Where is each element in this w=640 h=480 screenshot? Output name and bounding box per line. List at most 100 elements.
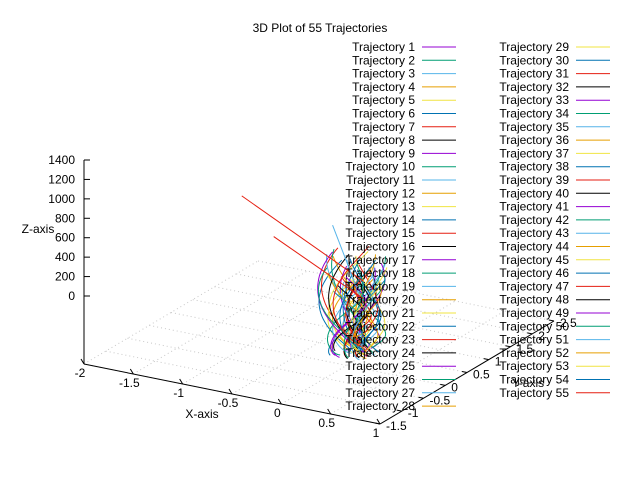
legend-label: Trajectory 25 bbox=[345, 359, 415, 373]
legend-label: Trajectory 50 bbox=[499, 319, 569, 333]
y-tick-label: -0.5 bbox=[430, 393, 451, 407]
legend-label: Trajectory 45 bbox=[499, 253, 569, 267]
legend-label: Trajectory 44 bbox=[499, 240, 569, 254]
grid-line bbox=[133, 270, 308, 375]
x-tick-mark bbox=[179, 378, 184, 385]
legend-label: Trajectory 32 bbox=[499, 80, 569, 94]
legend-label: Trajectory 34 bbox=[499, 107, 569, 121]
x-tick-label: 1 bbox=[373, 426, 380, 440]
legend-label: Trajectory 51 bbox=[499, 333, 569, 347]
trajectory-line bbox=[241, 195, 364, 282]
trajectory-line bbox=[332, 224, 364, 306]
legend-label: Trajectory 23 bbox=[345, 333, 415, 347]
legend-label: Trajectory 29 bbox=[499, 40, 569, 54]
x-tick-label: -0.5 bbox=[218, 396, 239, 410]
trajectory-line bbox=[317, 251, 352, 351]
trajectory-line bbox=[339, 259, 376, 350]
legend-label: Trajectory 4 bbox=[352, 80, 415, 94]
legend-label: Trajectory 31 bbox=[499, 67, 569, 81]
trajectory-line bbox=[330, 276, 367, 356]
x-tick-label: -1 bbox=[173, 386, 184, 400]
legend-label: Trajectory 20 bbox=[345, 293, 415, 307]
chart-title: 3D Plot of 55 Trajectories bbox=[253, 21, 388, 35]
legend-label: Trajectory 54 bbox=[499, 373, 569, 387]
y-tick-label: 0 bbox=[451, 380, 458, 394]
legend-label: Trajectory 12 bbox=[345, 186, 415, 200]
legend-label: Trajectory 38 bbox=[499, 160, 569, 174]
legend-label: Trajectory 6 bbox=[352, 107, 415, 121]
trajectory-line bbox=[345, 271, 371, 353]
axes bbox=[80, 159, 555, 425]
legend-label: Trajectory 24 bbox=[345, 346, 415, 360]
legend-label: Trajectory 47 bbox=[499, 279, 569, 293]
trajectory-line bbox=[349, 258, 382, 348]
legend-label: Trajectory 26 bbox=[345, 373, 415, 387]
x-tick-label: -1.5 bbox=[119, 376, 140, 390]
z-axis-label: Z-axis bbox=[22, 222, 55, 236]
legend-label: Trajectory 52 bbox=[499, 346, 569, 360]
tick-labels: -2-1.5-1-0.500.51 -1.5-1-0.500.511.522.50… bbox=[48, 153, 577, 440]
y-tick-mark bbox=[548, 319, 555, 322]
z-tick-label: 600 bbox=[55, 231, 75, 245]
legend-label: Trajectory 40 bbox=[499, 186, 569, 200]
z-tick-label: 400 bbox=[55, 250, 75, 264]
y-tick-label: 2.5 bbox=[560, 316, 577, 330]
trajectory-line bbox=[339, 265, 370, 352]
trajectory-line bbox=[333, 285, 365, 351]
x-axis-label: X-axis bbox=[185, 407, 218, 421]
y-tick-mark bbox=[483, 358, 489, 361]
z-tick-label: 0 bbox=[68, 289, 75, 303]
legend-label: Trajectory 30 bbox=[499, 53, 569, 67]
legend-label: Trajectory 11 bbox=[346, 173, 415, 187]
legend-label: Trajectory 27 bbox=[345, 386, 415, 400]
trajectory-line bbox=[343, 263, 364, 359]
legend-label: Trajectory 10 bbox=[345, 160, 415, 174]
legend-label: Trajectory 3 bbox=[352, 67, 415, 81]
legend-label: Trajectory 28 bbox=[345, 399, 415, 413]
y-tick-mark bbox=[527, 332, 533, 335]
legend-label: Trajectory 8 bbox=[352, 133, 415, 147]
trajectory-line bbox=[332, 263, 375, 354]
y-tick-mark bbox=[505, 345, 511, 348]
y-tick-mark bbox=[374, 422, 381, 425]
legend-label: Trajectory 14 bbox=[345, 213, 415, 227]
y-tick-label: 2 bbox=[538, 329, 545, 343]
x-tick-label: 0.5 bbox=[318, 416, 335, 430]
trajectory-line bbox=[273, 236, 364, 300]
legend-label: Trajectory 19 bbox=[345, 279, 415, 293]
x-tick-mark bbox=[376, 418, 381, 425]
x-tick-label: 0 bbox=[274, 406, 281, 420]
legend-label: Trajectory 2 bbox=[352, 53, 415, 67]
legend-label: Trajectory 18 bbox=[345, 266, 415, 280]
trajectory-line bbox=[332, 245, 370, 347]
legend-label: Trajectory 16 bbox=[345, 240, 415, 254]
grid-line bbox=[83, 260, 259, 365]
y-tick-label: 1.5 bbox=[517, 342, 534, 356]
grid-line bbox=[170, 312, 468, 373]
grid-line bbox=[330, 310, 505, 415]
legend-label: Trajectory 1 bbox=[352, 40, 415, 54]
z-tick-label: 800 bbox=[55, 211, 75, 225]
legend-label: Trajectory 37 bbox=[499, 146, 569, 160]
x-tick-mark bbox=[327, 408, 332, 415]
x-tick-mark bbox=[80, 358, 85, 365]
legend-label: Trajectory 33 bbox=[499, 93, 569, 107]
y-tick-label: 0.5 bbox=[473, 368, 490, 382]
grid-line bbox=[281, 300, 456, 405]
legend-label: Trajectory 7 bbox=[352, 120, 415, 134]
z-tick-label: 1000 bbox=[48, 192, 75, 206]
y-tick-label: 1 bbox=[495, 355, 502, 369]
legend-label: Trajectory 49 bbox=[499, 306, 569, 320]
x-tick-mark bbox=[277, 398, 282, 405]
trajectory-line bbox=[355, 255, 386, 350]
legend-label: Trajectory 42 bbox=[499, 213, 569, 227]
y-tick-mark bbox=[440, 383, 446, 386]
legend-label: Trajectory 46 bbox=[499, 266, 569, 280]
x-tick-mark bbox=[129, 368, 134, 375]
y-tick-label: -1 bbox=[408, 406, 419, 420]
y-tick-mark bbox=[461, 371, 468, 373]
legend-label: Trajectory 15 bbox=[345, 226, 415, 240]
legend-label: Trajectory 13 bbox=[345, 200, 415, 214]
legend-label: Trajectory 48 bbox=[499, 293, 569, 307]
